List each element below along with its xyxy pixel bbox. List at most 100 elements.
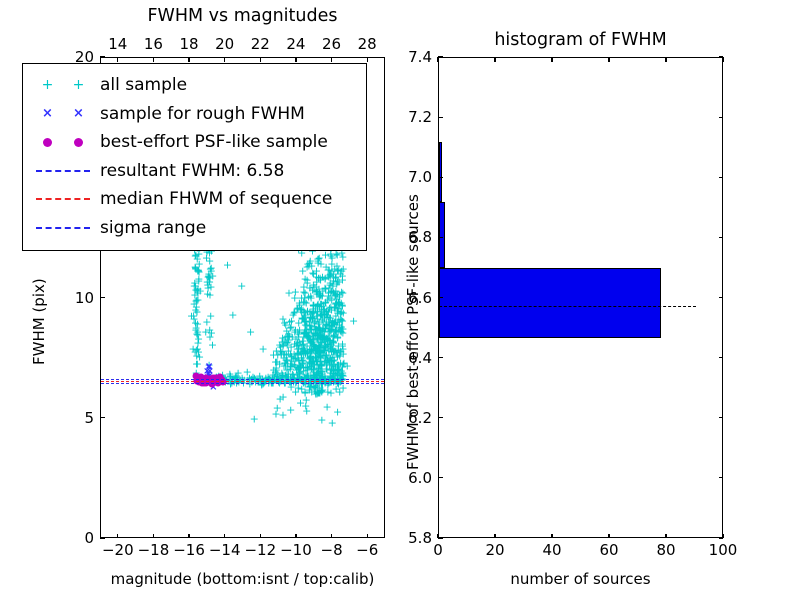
scatter-point: + xyxy=(333,325,343,339)
scatter-point: + xyxy=(204,267,214,281)
scatter-point: + xyxy=(304,355,314,369)
scatter-point: + xyxy=(309,267,319,281)
scatter-point: + xyxy=(335,324,346,338)
scatter-point: + xyxy=(280,356,290,370)
scatter-point: + xyxy=(206,326,217,340)
scatter-point: + xyxy=(291,385,301,399)
psf-sample-point xyxy=(207,377,215,385)
scatter-point: + xyxy=(299,291,310,305)
scatter-point: + xyxy=(293,330,303,344)
scatter-point: + xyxy=(331,296,342,310)
scatter-point: + xyxy=(309,298,319,312)
scatter-point: + xyxy=(191,321,201,335)
scatter-point: + xyxy=(316,355,326,369)
scatter-point: + xyxy=(328,350,338,364)
psf-sample-point xyxy=(204,376,212,384)
scatter-point: + xyxy=(318,383,328,397)
scatter-point: + xyxy=(290,285,300,299)
scatter-point: + xyxy=(225,367,235,381)
scatter-point: + xyxy=(300,386,310,400)
scatter-point: + xyxy=(299,285,309,299)
scatter-point: + xyxy=(325,374,335,388)
scatter-point: + xyxy=(318,370,328,384)
scatter-point: + xyxy=(305,351,315,365)
scatter-point: + xyxy=(320,330,330,344)
psf-sample-point xyxy=(214,375,222,383)
scatter-point: + xyxy=(228,308,238,322)
scatter-point: + xyxy=(297,372,307,386)
x-tick xyxy=(551,533,553,538)
scatter-point: + xyxy=(313,297,323,310)
scatter-point: + xyxy=(189,297,199,311)
scatter-point: + xyxy=(328,364,338,378)
psf-sample-point xyxy=(208,378,216,386)
scatter-point: + xyxy=(311,350,321,364)
plus-icon: + + xyxy=(41,77,85,94)
scatter-point: + xyxy=(190,276,200,290)
scatter-point: + xyxy=(331,368,341,382)
scatter-point: + xyxy=(315,374,325,388)
scatter-point: + xyxy=(315,309,325,323)
scatter-point: + xyxy=(301,347,311,361)
scatter-point: + xyxy=(315,364,325,378)
scatter-point: + xyxy=(193,282,203,296)
scatter-point: + xyxy=(329,372,340,386)
scatter-point: + xyxy=(192,327,202,341)
scatter-point: + xyxy=(326,269,336,283)
scatter-point: + xyxy=(218,368,228,382)
x-tick-top xyxy=(295,57,297,62)
scatter-point: + xyxy=(201,251,212,265)
scatter-point: + xyxy=(308,338,318,352)
scatter-point: + xyxy=(333,362,343,376)
scatter-point: + xyxy=(330,316,340,330)
scatter-point: + xyxy=(265,373,276,387)
scatter-point: + xyxy=(311,280,321,294)
scatter-point: + xyxy=(316,369,326,383)
scatter-point: + xyxy=(268,374,278,388)
scatter-point: + xyxy=(291,332,301,346)
scatter-point: + xyxy=(275,340,286,354)
scatter-point: + xyxy=(304,259,314,273)
psf-sample-point xyxy=(214,377,222,385)
x-tick xyxy=(152,533,155,538)
scatter-point: + xyxy=(299,326,309,340)
scatter-point: + xyxy=(309,299,319,313)
scatter-point: + xyxy=(315,381,325,395)
scatter-point: + xyxy=(315,373,326,387)
scatter-point: + xyxy=(320,324,330,338)
histogram-hline-layer xyxy=(439,58,722,537)
psf-sample-point xyxy=(214,377,222,385)
scatter-point: + xyxy=(272,367,282,381)
scatter-point: + xyxy=(332,346,342,360)
scatter-point: + xyxy=(333,304,343,318)
scatter-point: + xyxy=(312,331,323,345)
right-panel-ylabel: FWHM of best-effort PSF-like sources xyxy=(404,194,422,470)
scatter-point: + xyxy=(320,376,330,390)
scatter-point: + xyxy=(293,348,303,362)
scatter-point: + xyxy=(265,373,275,387)
scatter-point: + xyxy=(310,323,321,337)
psf-sample-point xyxy=(198,379,206,387)
scatter-point: + xyxy=(286,403,296,417)
scatter-point: + xyxy=(313,368,323,382)
scatter-point: + xyxy=(293,372,303,386)
scatter-point: + xyxy=(309,316,319,330)
scatter-point: + xyxy=(298,312,308,326)
scatter-point: + xyxy=(286,314,297,328)
scatter-point: + xyxy=(292,336,303,350)
scatter-point: + xyxy=(286,357,296,371)
scatter-point: + xyxy=(317,375,327,389)
scatter-point: + xyxy=(336,305,346,319)
scatter-point: + xyxy=(290,325,300,338)
scatter-point: + xyxy=(302,369,312,383)
scatter-point: + xyxy=(316,257,326,271)
scatter-point: + xyxy=(314,386,324,400)
scatter-point: + xyxy=(334,372,344,386)
scatter-point: + xyxy=(205,271,215,285)
scatter-point: + xyxy=(299,330,309,344)
scatter-point: + xyxy=(296,303,306,317)
scatter-point: + xyxy=(192,284,202,298)
scatter-point: + xyxy=(325,291,335,305)
scatter-point: + xyxy=(326,311,336,325)
scatter-point: + xyxy=(286,340,296,354)
